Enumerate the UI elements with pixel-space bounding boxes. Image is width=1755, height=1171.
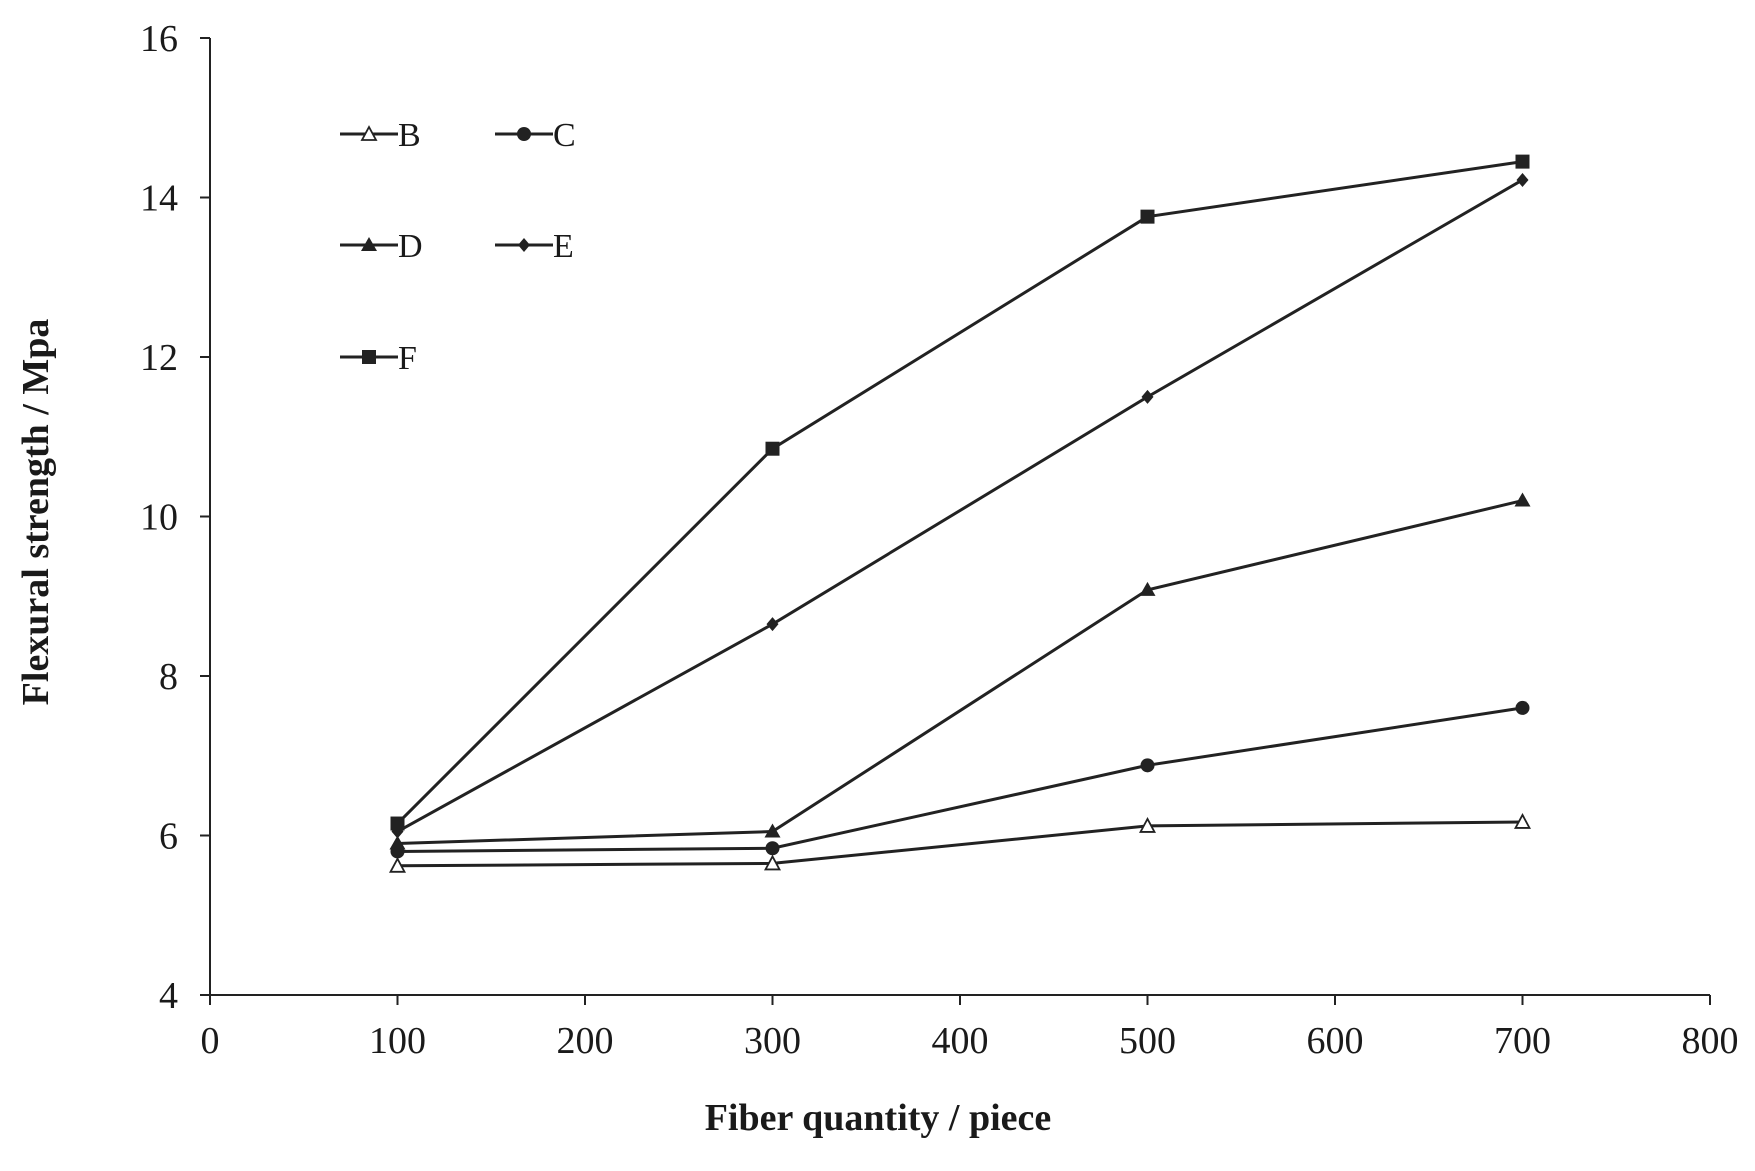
series-line-F	[396, 160, 1523, 825]
legend-label: B	[398, 117, 421, 154]
y-tick-label: 14	[140, 178, 178, 220]
data-point-B	[763, 854, 782, 871]
legend-item-C: C	[495, 117, 576, 154]
data-point-F	[765, 441, 780, 456]
x-tick-label: 0	[201, 1020, 220, 1062]
data-point-E	[1516, 172, 1529, 187]
x-tick-label: 800	[1682, 1020, 1739, 1062]
legend-item-F: F	[340, 340, 417, 377]
data-point-C	[1140, 758, 1155, 773]
axes: 0 100 200 300 400 500 600 700 800 4 6 8 10 12 14 16	[140, 18, 1739, 1062]
x-axis-title: Fiber quantity / piece	[705, 1097, 1052, 1139]
legend-label: C	[553, 117, 576, 154]
data-point-D	[764, 823, 781, 838]
data-point-F	[1140, 209, 1155, 224]
x-tick-label: 700	[1494, 1020, 1551, 1062]
legend-marker	[361, 237, 377, 251]
y-tick-label: 4	[159, 975, 178, 1017]
legend-label: D	[398, 228, 423, 265]
y-tick-label: 10	[140, 497, 178, 539]
data-point-B	[388, 856, 407, 873]
series-line-E	[396, 178, 1524, 833]
legend-marker	[362, 350, 376, 364]
legend-item-D: D	[340, 228, 423, 265]
data-point-C	[765, 841, 780, 856]
data-point-E	[766, 617, 779, 632]
y-tick-label: 16	[140, 18, 178, 60]
y-tick-label: 6	[159, 816, 178, 858]
data-point-D	[1514, 492, 1531, 507]
legend-label: E	[553, 228, 574, 265]
series-F	[390, 154, 1530, 831]
data-point-C	[1515, 700, 1530, 715]
series-line-D	[397, 499, 1523, 845]
legend-label: F	[398, 340, 417, 377]
x-tick-label: 600	[1307, 1020, 1364, 1062]
x-tick-label: 200	[557, 1020, 614, 1062]
y-tick-label: 12	[140, 337, 178, 379]
x-tick-label: 500	[1119, 1020, 1176, 1062]
legend-marker	[360, 125, 378, 141]
series-B	[388, 813, 1532, 873]
x-tick-label: 100	[369, 1020, 426, 1062]
y-axis-title: Flexural strength / Mpa	[15, 319, 57, 706]
x-tick-label: 300	[744, 1020, 801, 1062]
y-tick-label: 8	[159, 656, 178, 698]
legend-item-B: B	[340, 117, 421, 154]
data-point-D	[389, 835, 406, 850]
data-point-F	[390, 816, 405, 831]
series-line-B	[397, 820, 1523, 868]
data-point-F	[1515, 154, 1530, 169]
data-point-E	[1141, 389, 1154, 404]
series-line-C	[397, 706, 1523, 853]
x-tick-label: 400	[932, 1020, 989, 1062]
data-point-D	[1139, 581, 1156, 596]
data-point-B	[1138, 817, 1157, 833]
legend: B C D E F	[340, 117, 576, 377]
series-E	[391, 172, 1529, 839]
legend-marker	[517, 127, 531, 141]
legend-marker	[518, 238, 530, 252]
series-layer	[388, 154, 1532, 873]
series-D	[389, 492, 1531, 850]
series-C	[390, 700, 1530, 859]
data-point-B	[1513, 813, 1532, 829]
legend-item-E: E	[495, 228, 574, 265]
